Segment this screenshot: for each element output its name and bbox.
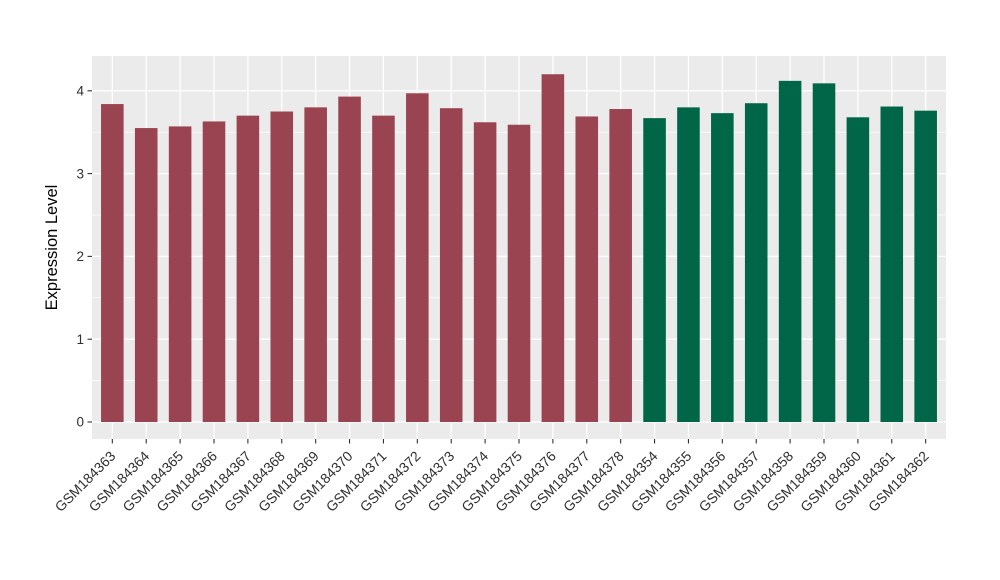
- bar-GSM184366: [202, 121, 226, 422]
- y-tick-label: 2: [76, 249, 84, 264]
- y-tick-label: 4: [76, 84, 84, 99]
- bar-GSM184371: [372, 115, 395, 422]
- bar-GSM184363: [101, 104, 124, 422]
- y-tick-label: 1: [76, 332, 84, 347]
- bar-GSM184362: [914, 110, 937, 422]
- bar-GSM184359: [812, 83, 836, 423]
- bar-GSM184367: [236, 115, 260, 422]
- bar-GSM184377: [575, 116, 599, 422]
- y-axis-title: Expression Level: [43, 185, 61, 311]
- bar-GSM184358: [778, 80, 802, 422]
- bar-GSM184357: [744, 103, 768, 422]
- bar-GSM184373: [439, 108, 463, 423]
- bar-GSM184355: [677, 107, 700, 423]
- bar-GSM184376: [541, 74, 565, 423]
- bar-GSM184361: [880, 106, 904, 423]
- bar-GSM184368: [270, 111, 294, 422]
- bar-GSM184375: [507, 124, 531, 423]
- bar-GSM184372: [406, 93, 429, 422]
- bar-GSM184374: [473, 122, 497, 422]
- bar-GSM184370: [338, 96, 361, 422]
- y-tick-label: 3: [76, 166, 84, 181]
- bar-GSM184378: [609, 109, 632, 423]
- y-tick-label: 0: [76, 415, 84, 430]
- bar-GSM184356: [711, 113, 734, 422]
- bar-GSM184365: [168, 126, 192, 423]
- chart-plot-area: 01234GSM184363GSM184364GSM184365GSM18436…: [52, 56, 946, 515]
- bar-GSM184360: [846, 117, 870, 423]
- bar-GSM184354: [643, 118, 666, 423]
- bar-GSM184364: [134, 128, 158, 422]
- bar-GSM184369: [304, 107, 327, 423]
